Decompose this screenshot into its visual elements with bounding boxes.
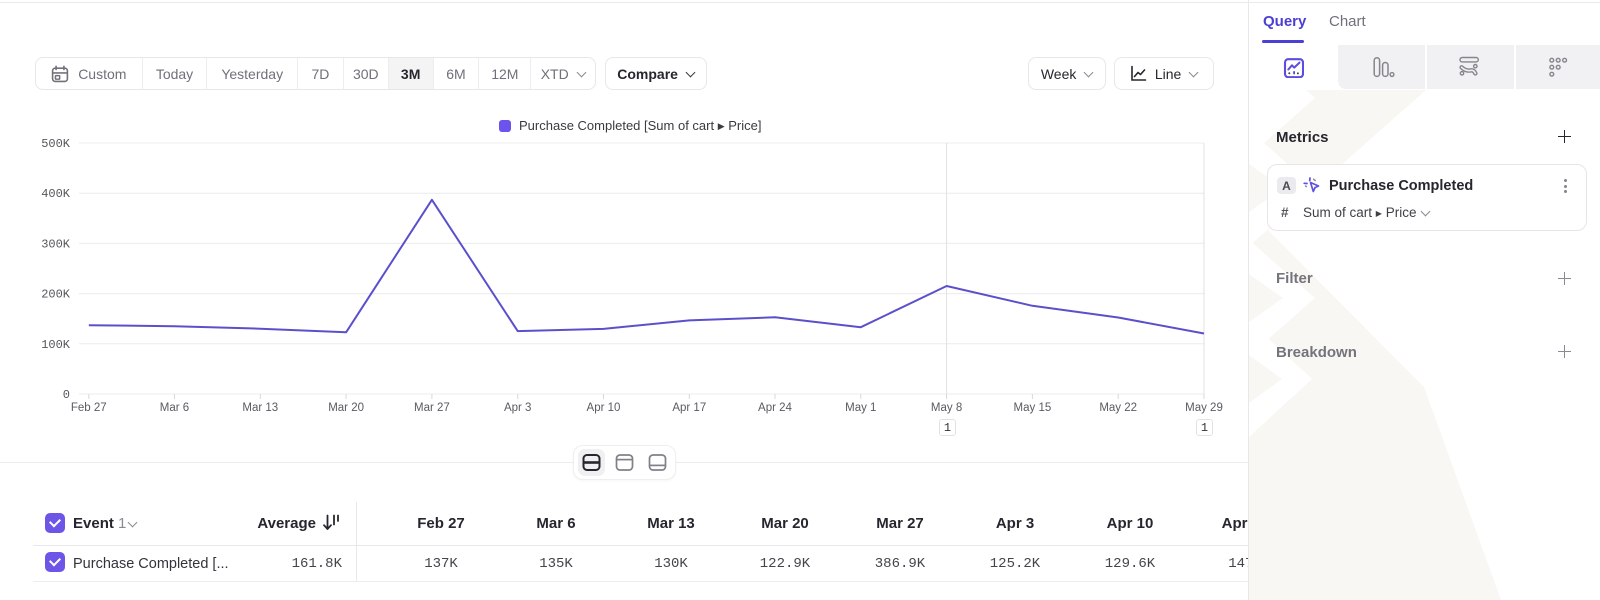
svg-text:May 8: May 8 — [931, 402, 962, 414]
svg-text:May 29: May 29 — [1185, 402, 1223, 414]
svg-text:500K: 500K — [41, 137, 71, 151]
svg-text:300K: 300K — [41, 237, 71, 251]
svg-text:Apr 17: Apr 17 — [672, 402, 706, 414]
svg-text:Mar 20: Mar 20 — [328, 402, 364, 414]
svg-text:200K: 200K — [41, 288, 71, 302]
svg-text:May 22: May 22 — [1099, 402, 1137, 414]
svg-text:Mar 6: Mar 6 — [160, 402, 189, 414]
svg-text:Mar 27: Mar 27 — [414, 402, 450, 414]
svg-text:Mar 13: Mar 13 — [242, 402, 278, 414]
svg-text:Apr 3: Apr 3 — [504, 402, 532, 414]
svg-text:0: 0 — [63, 388, 70, 402]
svg-text:Apr 10: Apr 10 — [587, 402, 621, 414]
svg-text:100K: 100K — [41, 338, 71, 352]
svg-text:May 15: May 15 — [1014, 402, 1052, 414]
svg-text:Feb 27: Feb 27 — [71, 402, 107, 414]
svg-text:400K: 400K — [41, 187, 71, 201]
svg-text:Apr 24: Apr 24 — [758, 402, 792, 414]
svg-text:May 1: May 1 — [845, 402, 876, 414]
